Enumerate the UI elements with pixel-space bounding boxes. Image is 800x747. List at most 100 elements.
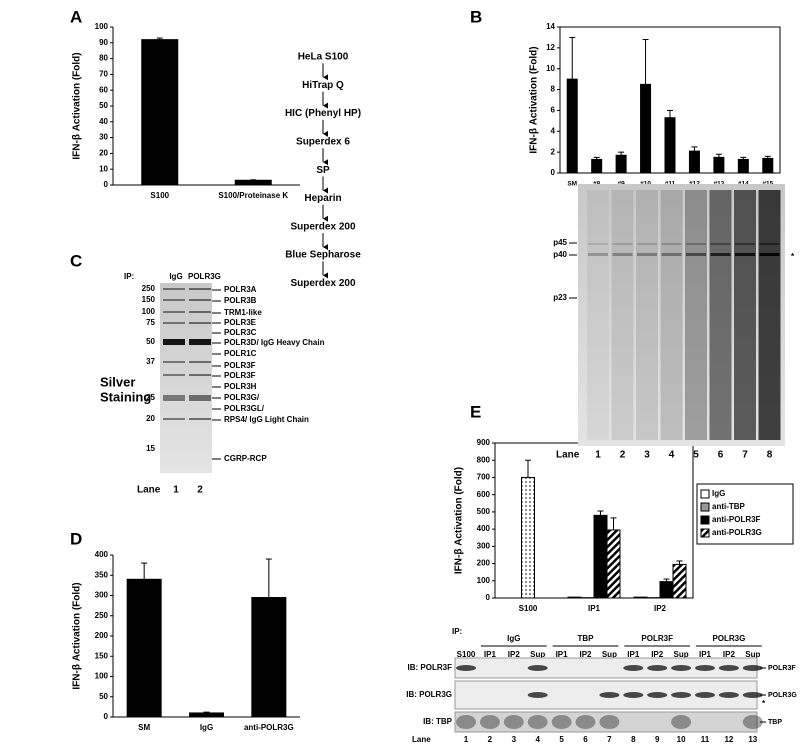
bar xyxy=(659,581,674,599)
asterisk: * xyxy=(791,252,795,261)
gel-lane xyxy=(611,190,634,440)
blot-band xyxy=(742,692,763,698)
blot-band xyxy=(527,715,548,729)
y-tick-label: 100 xyxy=(477,576,491,585)
y-tick-label: 20 xyxy=(99,149,108,158)
blot-band xyxy=(742,665,763,671)
gel-band xyxy=(163,311,185,313)
gel-band xyxy=(735,243,755,245)
gel-band xyxy=(189,288,211,290)
bar xyxy=(606,529,621,599)
lane-number: 6 xyxy=(718,450,724,461)
y-tick-label: 150 xyxy=(95,651,109,660)
mw-marker: 25 xyxy=(146,393,155,402)
band-label: POLR3A xyxy=(224,285,257,294)
flow-step: HIC (Phenyl HP) xyxy=(285,108,361,119)
lane-number: 1 xyxy=(173,485,179,496)
blot-band xyxy=(671,692,692,698)
legend-label: anti-POLR3F xyxy=(712,515,761,524)
bar xyxy=(521,476,535,599)
x-tick-label: S100 xyxy=(150,191,169,200)
flow-step: HeLa S100 xyxy=(298,52,349,63)
lane-number: 10 xyxy=(677,735,686,744)
y-tick-label: 200 xyxy=(95,631,109,640)
y-tick-label: 2 xyxy=(551,147,556,156)
blot-band xyxy=(575,715,596,729)
gel-band xyxy=(612,243,633,245)
lane-number: 13 xyxy=(748,735,757,744)
blot-band xyxy=(718,665,739,671)
gel-band xyxy=(710,243,731,245)
lane-title: Lane xyxy=(412,735,431,744)
fraction-label: IP1 xyxy=(699,650,712,659)
gel-lane xyxy=(636,190,658,440)
y-tick-label: 0 xyxy=(486,593,491,602)
gel-band xyxy=(163,322,185,324)
legend-swatch xyxy=(700,489,710,499)
band-label: POLR3B xyxy=(224,296,257,305)
bar xyxy=(566,78,578,174)
legend-label: anti-TBP xyxy=(712,502,746,511)
y-tick-label: 6 xyxy=(551,106,556,115)
flow-step: HiTrap Q xyxy=(302,80,344,91)
y-tick-label: 800 xyxy=(477,455,491,464)
flow-step: Superdex 6 xyxy=(296,137,350,148)
y-tick-label: 50 xyxy=(99,692,108,701)
gel-band xyxy=(759,243,780,245)
y-tick-label: 0 xyxy=(551,168,556,177)
bar xyxy=(615,154,627,174)
blot-band xyxy=(623,665,644,671)
blot-band xyxy=(623,692,644,698)
bar xyxy=(593,514,608,599)
fraction-label: Sup xyxy=(674,650,689,659)
fraction-label: IP2 xyxy=(508,650,521,659)
y-tick-label: 10 xyxy=(99,164,108,173)
band-label: TRM1-like xyxy=(224,308,262,317)
y-axis-label: IFN-β Activation (Fold) xyxy=(72,52,83,159)
fraction-label: IP1 xyxy=(484,650,497,659)
gel-band xyxy=(189,311,211,313)
y-tick-label: 40 xyxy=(99,117,108,126)
legend-label: anti-POLR3G xyxy=(712,528,762,537)
fraction-label: IP2 xyxy=(579,650,592,659)
legend-swatch xyxy=(700,528,710,538)
bar xyxy=(251,597,287,718)
x-tick-label: SM xyxy=(138,723,150,732)
blot-band xyxy=(527,665,548,671)
gel-band xyxy=(637,253,657,256)
y-tick-label: 0 xyxy=(104,712,109,721)
fraction-label: IP2 xyxy=(651,650,664,659)
lane-number: 4 xyxy=(535,735,540,744)
mw-marker: 50 xyxy=(146,337,155,346)
x-tick-label: anti-POLR3G xyxy=(244,723,294,732)
lane-number: 9 xyxy=(655,735,660,744)
y-tick-label: 900 xyxy=(477,438,491,447)
y-tick-label: 8 xyxy=(551,85,556,94)
x-tick-label: IP2 xyxy=(654,604,667,613)
mw-marker: 37 xyxy=(146,357,155,366)
bar xyxy=(737,158,749,174)
bar xyxy=(640,83,652,174)
lane-number: 2 xyxy=(488,735,493,744)
lane-number: 7 xyxy=(607,735,612,744)
y-tick-label: 10 xyxy=(546,64,555,73)
asterisk: * xyxy=(762,699,766,708)
gel-band xyxy=(686,253,706,256)
ip-label: IgG xyxy=(169,272,182,281)
lane-number: 5 xyxy=(559,735,564,744)
gel-band xyxy=(189,322,211,324)
y-tick-label: 250 xyxy=(95,611,109,620)
lane-number: 8 xyxy=(767,450,773,461)
gel-band xyxy=(710,253,731,256)
gel-band xyxy=(189,361,211,363)
row-marker: TBP xyxy=(768,719,782,726)
y-tick-label: 50 xyxy=(99,101,108,110)
gel-band xyxy=(189,339,211,345)
gel-band xyxy=(163,339,185,345)
bar xyxy=(141,39,179,186)
gel-band xyxy=(163,374,185,376)
y-tick-label: 90 xyxy=(99,38,108,47)
y-tick-label: 600 xyxy=(477,490,491,499)
band-label: POLR3E xyxy=(224,318,257,327)
